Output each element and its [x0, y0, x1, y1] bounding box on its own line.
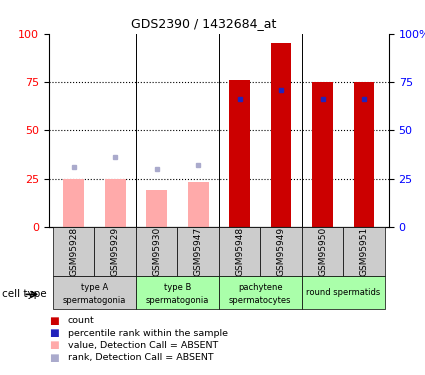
Text: spermatocytes: spermatocytes	[229, 296, 292, 305]
Text: GSM95949: GSM95949	[277, 226, 286, 276]
Text: rank, Detection Call = ABSENT: rank, Detection Call = ABSENT	[68, 353, 214, 362]
Text: percentile rank within the sample: percentile rank within the sample	[68, 328, 228, 338]
Text: value, Detection Call = ABSENT: value, Detection Call = ABSENT	[68, 341, 218, 350]
Bar	[219, 227, 261, 276]
Text: GSM95950: GSM95950	[318, 226, 327, 276]
Bar	[302, 227, 343, 276]
Text: spermatogonia: spermatogonia	[63, 296, 126, 305]
Text: round spermatids: round spermatids	[306, 288, 380, 297]
Text: GSM95948: GSM95948	[235, 226, 244, 276]
Text: cell type: cell type	[2, 290, 47, 299]
Text: ■: ■	[49, 328, 59, 338]
Bar	[105, 178, 125, 227]
Text: GSM95930: GSM95930	[152, 226, 161, 276]
Text: ■: ■	[49, 340, 59, 350]
Bar	[188, 183, 209, 227]
Bar	[354, 82, 374, 227]
Text: type B: type B	[164, 283, 191, 292]
Bar	[53, 227, 94, 276]
Text: pachytene: pachytene	[238, 283, 283, 292]
Bar	[136, 227, 177, 276]
Text: GSM95951: GSM95951	[360, 226, 368, 276]
Bar	[53, 276, 136, 309]
Text: GSM95928: GSM95928	[69, 226, 78, 276]
Text: GSM95929: GSM95929	[111, 226, 120, 276]
Text: GSM95947: GSM95947	[194, 226, 203, 276]
Bar	[94, 227, 136, 276]
Text: ■: ■	[49, 316, 59, 326]
Text: GDS2390 / 1432684_at: GDS2390 / 1432684_at	[131, 17, 277, 30]
Bar	[63, 178, 84, 227]
Text: count: count	[68, 316, 95, 325]
Bar	[146, 190, 167, 227]
Text: type A: type A	[81, 283, 108, 292]
Bar	[312, 82, 333, 227]
Text: spermatogonia: spermatogonia	[146, 296, 209, 305]
Bar	[229, 80, 250, 227]
Bar	[302, 276, 385, 309]
Bar	[219, 276, 302, 309]
Bar	[343, 227, 385, 276]
Text: ■: ■	[49, 353, 59, 363]
Bar	[177, 227, 219, 276]
Bar	[271, 44, 292, 227]
Bar	[261, 227, 302, 276]
Bar	[136, 276, 219, 309]
